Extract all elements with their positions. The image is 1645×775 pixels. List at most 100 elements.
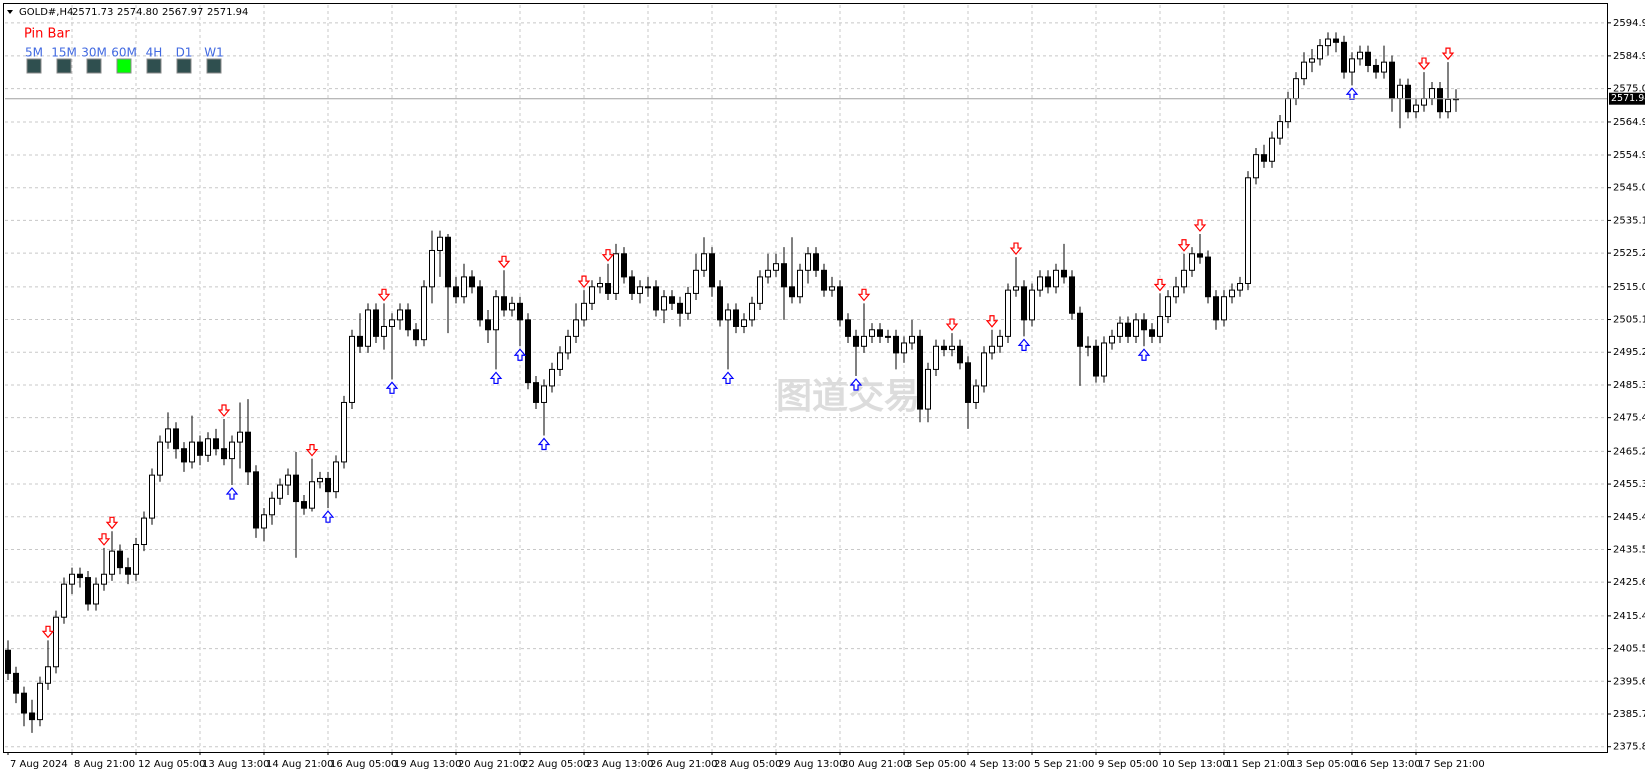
timeframe-label[interactable]: 60M [111,46,137,60]
timeframe-label[interactable]: 4H [146,46,163,60]
bullish-pin-bar-arrow [489,371,503,385]
candle-body [877,329,883,337]
candle-body [397,309,403,321]
candle-body [1261,154,1267,162]
candle-body [357,335,363,347]
candle-body [1133,319,1139,337]
candle-body [1101,342,1107,377]
candle-body [1165,296,1171,318]
candle-body [173,428,179,450]
timeframe-status[interactable] [206,58,222,74]
candle-body [501,296,507,311]
candle-body [1389,61,1395,99]
watermark: 图道交易 [776,375,920,417]
candle-body [1325,38,1331,47]
bearish-pin-bar-arrow [1193,219,1207,232]
candle-body [477,286,483,321]
candle-body [189,441,195,463]
candle-body [1381,61,1387,73]
candle-body [1213,296,1219,321]
bullish-pin-bar-arrow [721,371,735,385]
candle-body [1125,322,1131,337]
candle-body [453,286,459,298]
candle-body [53,616,59,668]
candle-body [1309,58,1315,63]
candle-body [1221,296,1227,321]
candle-body [349,335,355,403]
candle-body [781,263,787,288]
candle-body [525,319,531,384]
y-tick-label: 2564.90 [1613,117,1645,128]
candle-body [1181,269,1187,288]
candle-body [853,335,859,347]
close-price: 2571.94 [207,7,248,18]
timeframe-label[interactable]: W1 [204,46,224,60]
timeframe-label[interactable]: D1 [176,46,193,60]
candle-body [773,263,779,271]
x-tick-label: 26 Aug 21:00 [650,759,717,770]
bearish-pin-bar-arrow [577,275,591,289]
candle-body [13,672,19,694]
menu-arrow[interactable] [7,10,13,14]
candle-body [1429,88,1435,99]
x-tick-label: 22 Aug 05:00 [522,759,589,770]
bearish-pin-bar-arrow [305,444,319,457]
candle-body [765,269,771,278]
candle-body [93,583,99,605]
candle-body [493,296,499,331]
candle-body [1277,121,1283,139]
timeframe-status[interactable] [116,58,132,74]
candle-body [701,253,707,271]
candle-body [629,276,635,294]
candle-body [1349,58,1355,73]
candle-body [229,441,235,460]
timeframe-status[interactable] [146,58,162,74]
candle-body [1285,97,1291,123]
timeframe-label[interactable]: 15M [51,46,77,60]
y-tick-label: 2375.80 [1613,742,1645,753]
candle-body [893,335,899,354]
x-tick-label: 16 Aug 05:00 [330,759,397,770]
y-tick-label: 2475.40 [1613,413,1645,424]
candle-body [1077,312,1083,347]
candle-body [725,309,731,321]
timeframe-status[interactable] [86,58,102,74]
candle-body [941,345,947,351]
bullish-pin-bar-arrow [1137,348,1151,361]
candle-body [613,253,619,294]
bearish-pin-bar-arrow [377,288,391,302]
candle-body [1445,98,1451,113]
bearish-pin-bar-arrow [985,315,999,328]
candle-body [1069,276,1075,314]
candle-body [661,296,667,311]
candle-body [789,286,795,298]
candle-body [1245,177,1251,285]
y-tick-label: 2395.60 [1613,676,1645,687]
candle-body [293,474,299,503]
candle-body [253,471,259,529]
indicator-title: Pin Bar [24,27,70,42]
timeframe-status[interactable] [26,58,42,74]
timeframe-label[interactable]: 5M [25,46,43,60]
bullish-pin-bar-arrow [385,381,399,394]
candle-body [693,269,699,294]
timeframe-status[interactable] [176,58,192,74]
bearish-pin-bar-arrow [1009,242,1023,256]
candle-body [101,573,107,585]
timeframe-status[interactable] [56,58,72,74]
candle-body [709,253,715,288]
timeframe-label[interactable]: 30M [81,46,107,60]
candle-body [37,682,43,721]
current-price-box [1609,92,1645,105]
bullish-pin-bar-arrow [225,487,239,500]
bullish-pin-bar-arrow [513,348,527,361]
y-tick-label: 2405.50 [1613,644,1645,655]
candle-body [557,352,563,370]
candle-body [1005,289,1011,337]
candle-body [669,296,675,304]
y-tick-label: 2435.50 [1613,544,1645,555]
candle-body [901,342,907,354]
y-tick-label: 2485.30 [1613,380,1645,391]
candle-body [909,335,915,344]
